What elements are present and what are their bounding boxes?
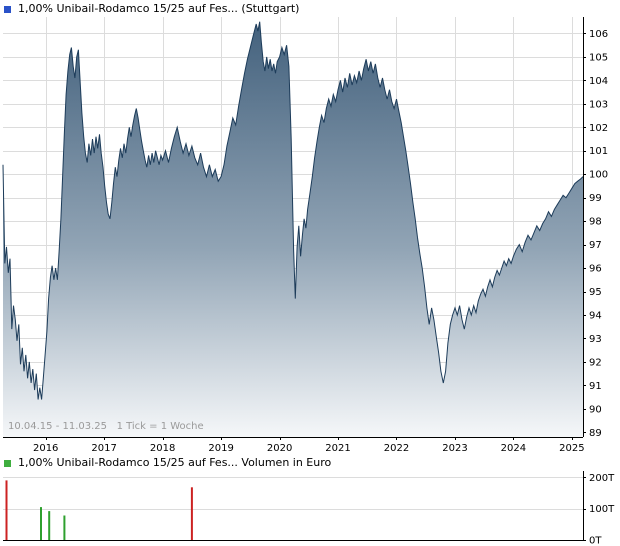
price-y-tick-label: 91 xyxy=(589,381,602,392)
volume-y-tick-label: 200T xyxy=(589,473,615,484)
price-y-tick-label: 104 xyxy=(589,76,608,87)
price-y-tick-label: 96 xyxy=(589,264,602,275)
price-x-tick-label: 2022 xyxy=(384,443,409,454)
price-chart-header: 1,00% Unibail-Rodamco 15/25 auf Fes... (… xyxy=(4,3,299,15)
volume-chart-title: 1,00% Unibail-Rodamco 15/25 auf Fes... V… xyxy=(18,456,332,469)
price-x-tick-label: 2025 xyxy=(559,443,584,454)
price-x-tick-label: 2021 xyxy=(325,443,350,454)
price-chart-title: 1,00% Unibail-Rodamco 15/25 auf Fes... (… xyxy=(18,2,300,15)
volume-bar xyxy=(40,507,42,540)
price-y-tick-label: 98 xyxy=(589,217,602,228)
price-y-tick-label: 97 xyxy=(589,240,602,251)
price-y-tick-label: 95 xyxy=(589,287,602,298)
price-x-tick-label: 2020 xyxy=(267,443,292,454)
price-y-tick-label: 106 xyxy=(589,29,608,40)
date-range-note: 10.04.15 - 11.03.25 1 Tick = 1 Woche xyxy=(8,421,204,432)
price-y-tick-label: 101 xyxy=(589,146,608,157)
price-y-tick-label: 93 xyxy=(589,334,602,345)
price-x-tick-label: 2018 xyxy=(150,443,175,454)
price-y-tick-label: 89 xyxy=(589,428,602,439)
volume-bar xyxy=(190,487,193,540)
price-y-tick-label: 105 xyxy=(589,52,608,63)
volume-y-tick-label: 0T xyxy=(589,536,602,546)
price-series-marker-icon xyxy=(4,5,11,13)
volume-chart-header: 1,00% Unibail-Rodamco 15/25 auf Fes... V… xyxy=(4,457,331,469)
volume-bar xyxy=(63,515,66,540)
volume-bar xyxy=(48,511,51,540)
volume-bar xyxy=(5,480,8,540)
price-line xyxy=(2,21,584,400)
price-y-tick-label: 99 xyxy=(589,193,602,204)
price-x-tick-label: 2019 xyxy=(208,443,233,454)
price-x-tick-label: 2023 xyxy=(442,443,467,454)
price-x-tick-label: 2024 xyxy=(501,443,526,454)
price-y-tick-label: 94 xyxy=(589,311,602,322)
price-x-tick-label: 2016 xyxy=(33,443,58,454)
price-y-tick-label: 90 xyxy=(589,404,602,415)
price-x-tick-label: 2017 xyxy=(91,443,116,454)
price-y-tick-label: 100 xyxy=(589,170,608,181)
price-y-tick-label: 102 xyxy=(589,123,608,134)
volume-series-marker-icon xyxy=(4,459,11,467)
price-y-tick-label: 92 xyxy=(589,357,602,368)
volume-y-tick-label: 100T xyxy=(589,504,615,515)
price-y-tick-label: 103 xyxy=(589,99,608,110)
